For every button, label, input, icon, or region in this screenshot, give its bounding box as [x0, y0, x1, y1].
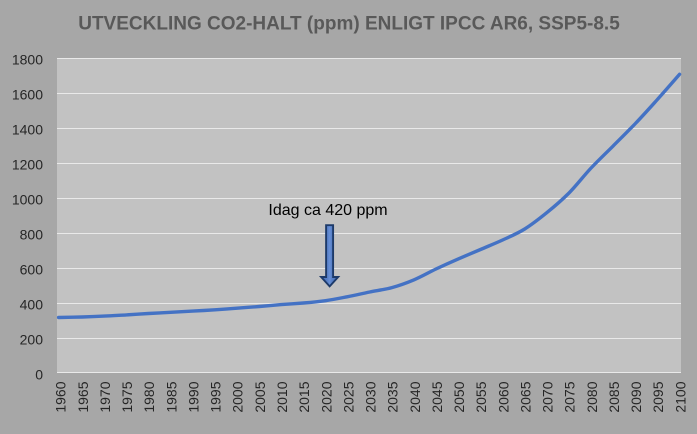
svg-text:2050: 2050	[451, 381, 467, 412]
svg-text:1970: 1970	[97, 381, 113, 412]
svg-text:UTVECKLING CO2-HALT (ppm) ENLI: UTVECKLING CO2-HALT (ppm) ENLIGT IPCC AR…	[78, 14, 620, 35]
svg-text:1200: 1200	[12, 157, 43, 173]
svg-text:2070: 2070	[540, 381, 556, 412]
svg-text:2010: 2010	[274, 381, 290, 412]
svg-text:Idag ca 420 ppm: Idag ca 420 ppm	[268, 202, 387, 219]
svg-text:2075: 2075	[562, 381, 578, 412]
svg-text:1985: 1985	[163, 381, 179, 412]
svg-text:600: 600	[20, 262, 44, 278]
svg-text:200: 200	[20, 332, 44, 348]
svg-text:1990: 1990	[186, 381, 202, 412]
svg-text:2005: 2005	[252, 381, 268, 412]
svg-text:2065: 2065	[517, 381, 533, 412]
svg-text:2040: 2040	[407, 381, 423, 412]
svg-text:2055: 2055	[473, 381, 489, 412]
svg-text:2015: 2015	[296, 381, 312, 412]
svg-text:1995: 1995	[208, 381, 224, 412]
svg-text:1965: 1965	[75, 381, 91, 412]
svg-text:400: 400	[20, 297, 44, 313]
svg-text:0: 0	[35, 367, 43, 383]
svg-text:2000: 2000	[230, 381, 246, 412]
svg-text:2100: 2100	[672, 381, 688, 412]
svg-text:2030: 2030	[363, 381, 379, 412]
svg-text:800: 800	[20, 227, 44, 243]
svg-text:2025: 2025	[340, 381, 356, 412]
svg-text:2035: 2035	[385, 381, 401, 412]
svg-text:1980: 1980	[141, 381, 157, 412]
svg-text:1975: 1975	[119, 381, 135, 412]
svg-text:2080: 2080	[584, 381, 600, 412]
svg-text:1800: 1800	[12, 52, 43, 68]
svg-text:2095: 2095	[650, 381, 666, 412]
svg-text:2085: 2085	[606, 381, 622, 412]
svg-text:1400: 1400	[12, 122, 43, 138]
svg-text:2045: 2045	[429, 381, 445, 412]
svg-text:2090: 2090	[628, 381, 644, 412]
svg-text:1960: 1960	[53, 381, 69, 412]
svg-text:2060: 2060	[495, 381, 511, 412]
svg-text:1600: 1600	[12, 87, 43, 103]
svg-text:2020: 2020	[318, 381, 334, 412]
svg-text:1000: 1000	[12, 192, 43, 208]
